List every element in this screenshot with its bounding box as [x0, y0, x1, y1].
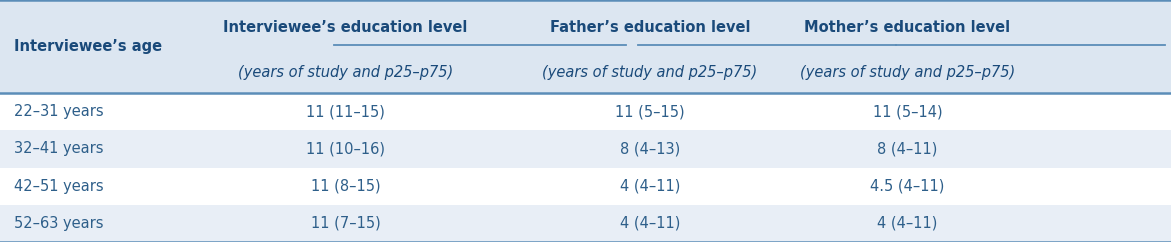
- Bar: [0, 167, 1171, 205]
- Text: 11 (10–16): 11 (10–16): [306, 142, 385, 157]
- Text: 11 (11–15): 11 (11–15): [306, 104, 385, 119]
- Text: (years of study and p25–p75): (years of study and p25–p75): [542, 65, 758, 80]
- Text: 8 (4–11): 8 (4–11): [877, 142, 938, 157]
- Text: Interviewee’s education level: Interviewee’s education level: [224, 21, 467, 35]
- Text: 52–63 years: 52–63 years: [14, 216, 103, 231]
- Bar: [0, 130, 1171, 167]
- Text: 11 (7–15): 11 (7–15): [310, 216, 381, 231]
- Text: 32–41 years: 32–41 years: [14, 142, 103, 157]
- Text: Father’s education level: Father’s education level: [549, 21, 751, 35]
- Text: 11 (5–15): 11 (5–15): [615, 104, 685, 119]
- Text: 4 (4–11): 4 (4–11): [619, 179, 680, 194]
- Bar: [0, 205, 1171, 242]
- Text: Interviewee’s age: Interviewee’s age: [14, 39, 162, 54]
- Text: 8 (4–13): 8 (4–13): [619, 142, 680, 157]
- Text: 22–31 years: 22–31 years: [14, 104, 104, 119]
- Text: 4 (4–11): 4 (4–11): [619, 216, 680, 231]
- Text: (years of study and p25–p75): (years of study and p25–p75): [238, 65, 453, 80]
- Text: 42–51 years: 42–51 years: [14, 179, 104, 194]
- Text: 4.5 (4–11): 4.5 (4–11): [870, 179, 945, 194]
- Text: Mother’s education level: Mother’s education level: [804, 21, 1011, 35]
- Text: 11 (8–15): 11 (8–15): [310, 179, 381, 194]
- Text: (years of study and p25–p75): (years of study and p25–p75): [800, 65, 1015, 80]
- Bar: [0, 93, 1171, 130]
- Text: 11 (5–14): 11 (5–14): [872, 104, 943, 119]
- Text: 4 (4–11): 4 (4–11): [877, 216, 938, 231]
